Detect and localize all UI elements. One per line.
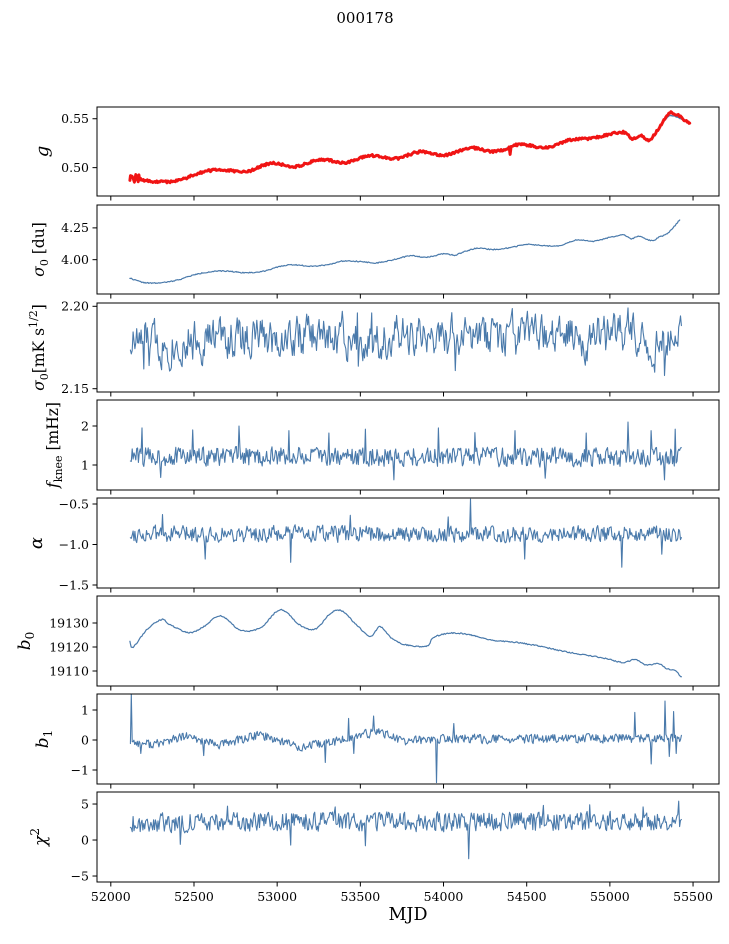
- g-y-ticks: 0.50 0.55: [61, 111, 97, 175]
- chi2-ylabel: χ2: [28, 828, 51, 847]
- sigma0-mks-series-group: [129, 307, 682, 377]
- sigma0-mks-ylabel: σ0[mK s1/2]: [27, 304, 51, 391]
- fknee-ytick-label: 2: [81, 418, 89, 433]
- chi2-ytick-label: 0: [81, 832, 89, 847]
- sigma0-mks-ytick-label: 2.20: [61, 299, 89, 314]
- fknee-line-fknee: [129, 421, 682, 481]
- b0-ytick-label: 19110: [49, 663, 89, 678]
- figure-title: 000178: [336, 9, 393, 27]
- b0-frame: [96, 595, 720, 687]
- b1-ytick-label: 0: [81, 732, 89, 747]
- b1-frame: [96, 693, 720, 785]
- b0-ytick-label: 19120: [49, 639, 89, 654]
- b1-x-ticks: [110, 784, 694, 789]
- alpha-line-alpha: [129, 498, 682, 568]
- b0-series-group: [129, 608, 682, 678]
- x-tick-label: 54500: [507, 889, 547, 904]
- sigma0-du-x-ticks: [110, 294, 694, 299]
- g-series-group: [128, 110, 692, 185]
- panels-group: 0.50 0.55 g 4.00 4.25 σ0 [du] 2.15 2.20 σ0[mK s1…: [15, 106, 720, 904]
- sigma0-mks-y-ticks: 2.15 2.20: [61, 299, 97, 396]
- b1-ylabel: b1: [33, 730, 55, 749]
- fknee-ylabel: fknee [mHz]: [44, 402, 65, 489]
- alpha-series-group: [129, 498, 682, 568]
- x-tick-label: 52500: [174, 889, 214, 904]
- chi2-y-ticks: −5 0 5: [71, 796, 97, 883]
- sigma0-du-line-sigma0: [129, 219, 681, 285]
- panel-sigma0-mks: 2.15 2.20 σ0[mK s1/2]: [27, 299, 720, 397]
- alpha-ytick-label: −1.5: [59, 577, 89, 592]
- x-tick-label: 53500: [340, 889, 380, 904]
- alpha-x-ticks: [110, 588, 694, 593]
- fknee-frame: [96, 399, 720, 491]
- chi2-ytick-label: 5: [81, 796, 89, 811]
- b1-y-ticks: −1 0 1: [71, 702, 97, 777]
- b1-ytick-label: −1: [71, 762, 89, 777]
- panel-b0: 19110 19120 19130 b0: [15, 595, 720, 691]
- x-tick-label: 52000: [91, 889, 131, 904]
- fknee-y-ticks: 12: [81, 418, 97, 472]
- chi2-frame: [96, 791, 720, 883]
- panel-alpha: −1.5 −1.0 −0.5 α: [26, 496, 720, 593]
- alpha-ytick-label: −0.5: [59, 496, 89, 511]
- sigma0-du-series-group: [129, 219, 681, 285]
- fknee-x-ticks: [110, 490, 694, 495]
- sigma0-mks-ytick-label: 2.15: [61, 381, 89, 396]
- chi2-ytick-label: −5: [71, 868, 89, 883]
- sigma0-du-y-ticks: 4.00 4.25: [61, 220, 97, 267]
- x-tick-label: 55500: [673, 889, 713, 904]
- b0-ylabel: b0: [15, 632, 37, 651]
- alpha-y-ticks: −1.5 −1.0 −0.5: [59, 496, 97, 592]
- sigma0-mks-frame: [96, 302, 720, 393]
- x-tick-label: 53000: [257, 889, 297, 904]
- alpha-ylabel: α: [26, 537, 47, 549]
- b0-line-b0: [129, 608, 682, 678]
- sigma0-du-frame: [96, 204, 720, 295]
- alpha-ytick-label: −1.0: [59, 537, 89, 552]
- sigma0-du-ytick-label: 4.25: [61, 220, 89, 235]
- panel-g: 0.50 0.55 g: [32, 106, 720, 201]
- g-frame: [96, 106, 720, 197]
- b1-ytick-label: 1: [81, 702, 89, 717]
- sigma0-mks-line-sigma0-noise: [129, 307, 682, 377]
- x-axis-label: MJD: [389, 905, 428, 925]
- g-line-model: [129, 114, 683, 183]
- g-ylabel: g: [32, 146, 53, 158]
- panel-sigma0-du: 4.00 4.25 σ0 [du]: [30, 204, 720, 299]
- b1-line-b1: [129, 694, 682, 784]
- chi2-series-group: [129, 800, 682, 860]
- sigma0-du-ytick-label: 4.00: [61, 252, 89, 267]
- g-ytick-label: 0.50: [61, 160, 89, 175]
- x-tick-label: 55000: [590, 889, 630, 904]
- sigma0-mks-x-ticks: [110, 392, 694, 397]
- g-line-data: [128, 110, 692, 185]
- alpha-frame: [96, 497, 720, 589]
- g-x-ticks: [110, 196, 694, 201]
- b0-ytick-label: 19130: [49, 615, 89, 630]
- b0-x-ticks: [110, 686, 694, 691]
- panel-b1: −1 0 1 b1: [33, 693, 720, 789]
- chi2-line-chi2: [129, 800, 682, 860]
- fknee-ytick-label: 1: [81, 457, 89, 472]
- chi2-x-ticks: 52000 52500 53000 53500 54000 54500 55000 55500: [91, 882, 713, 904]
- x-tick-label: 54000: [424, 889, 464, 904]
- b1-series-group: [129, 694, 682, 784]
- fknee-series-group: [129, 421, 682, 481]
- sigma0-du-ylabel: σ0 [du]: [30, 222, 51, 277]
- b0-y-ticks: 19110 19120 19130: [49, 615, 97, 678]
- g-ytick-label: 0.55: [61, 111, 89, 126]
